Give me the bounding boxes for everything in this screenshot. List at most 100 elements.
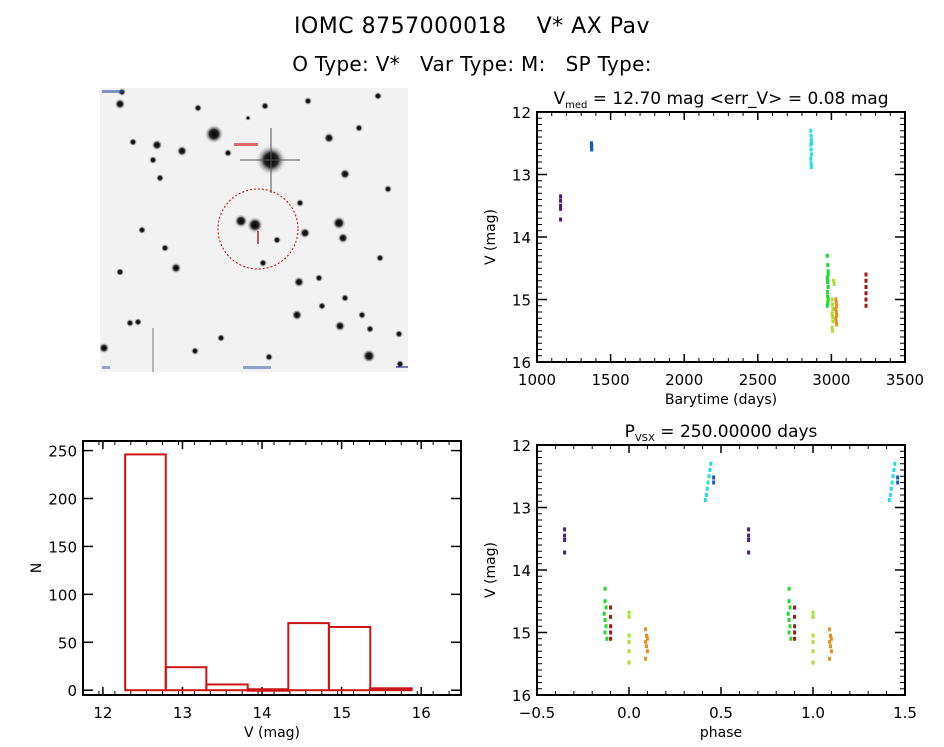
survey-label [102, 90, 124, 93]
compass-icon [396, 366, 408, 368]
data-point [829, 649, 833, 654]
data-point [627, 660, 631, 665]
data-point [864, 303, 868, 308]
y-tick-label: 150 [48, 538, 77, 556]
x-tick-label: 1500 [592, 371, 630, 389]
plot-frame [82, 440, 462, 696]
data-point [825, 275, 829, 280]
data-point [888, 493, 892, 497]
data-point [788, 624, 792, 629]
data-point [603, 630, 607, 635]
star [354, 123, 364, 133]
data-point [826, 269, 830, 274]
star [151, 139, 163, 151]
object-type: O Type: V* [292, 52, 401, 76]
data-point [712, 480, 716, 485]
data-point [826, 263, 830, 268]
title-rest: = 12.70 mag <err_V> = 0.08 mag [587, 89, 888, 109]
catalog-identifier: IOMC 8757000018 [293, 14, 507, 39]
x-tick-label: 1000 [518, 371, 556, 389]
series-purple [563, 527, 751, 555]
star [155, 173, 165, 183]
star [216, 333, 226, 343]
data-point [835, 313, 839, 318]
star [340, 293, 350, 303]
data-point [834, 300, 838, 305]
star [365, 324, 375, 334]
star [337, 232, 349, 244]
data-point [830, 325, 834, 330]
spectral-type: SP Type: [565, 52, 652, 76]
star [272, 235, 282, 245]
series-yellow-green [627, 610, 815, 665]
y-axis-label: V (mag) [483, 542, 499, 598]
data-point [559, 194, 563, 199]
series-yellow-green [830, 278, 836, 333]
title-rest: = 250.00000 days [655, 422, 818, 442]
data-point [892, 468, 896, 472]
data-point [609, 605, 613, 610]
data-point [896, 480, 900, 485]
star [190, 346, 200, 356]
star [176, 145, 188, 157]
data-point [864, 278, 868, 283]
data-point [627, 633, 631, 638]
x-tick-label: −0.5 [519, 704, 555, 722]
y-tick-label: 50 [58, 634, 77, 652]
star [375, 253, 385, 263]
data-point [835, 322, 839, 327]
data-point [826, 285, 830, 289]
figure-subtitle: O Type: V* Var Type: M: SP Type: [0, 52, 944, 76]
data-point [811, 660, 815, 665]
data-point [609, 636, 613, 641]
data-point [559, 198, 563, 203]
data-point [603, 586, 607, 591]
y-tick-label: 100 [48, 586, 77, 604]
y-tick-label: 12 [512, 437, 531, 455]
data-point [788, 605, 792, 610]
y-tick-label: 250 [48, 443, 77, 461]
data-point [890, 480, 894, 485]
data-point [604, 605, 608, 610]
data-point [831, 328, 835, 333]
data-point [828, 633, 832, 638]
title-main: P [625, 422, 635, 442]
data-point [563, 527, 567, 532]
data-point [834, 310, 838, 314]
histogram-bar [369, 687, 413, 692]
x-tick-label: 1.0 [801, 704, 825, 722]
data-point [825, 253, 829, 258]
data-point [747, 527, 751, 532]
star [383, 184, 393, 194]
star [245, 115, 251, 121]
data-point [559, 217, 563, 222]
star [234, 214, 248, 228]
y-tick-label: 13 [512, 167, 531, 185]
light-curve-chart: 1000 1500 2000 2500 3000 3500 12 13 14 15 16 Baryti… [483, 89, 924, 408]
y-tick-label: 13 [512, 500, 531, 518]
data-point [787, 630, 791, 635]
data-point [609, 624, 613, 629]
histogram-bar [246, 688, 290, 692]
data-point [834, 316, 838, 321]
data-point [602, 611, 606, 616]
data-point [864, 291, 868, 296]
x-tick-label: 1.5 [893, 704, 917, 722]
data-point [831, 306, 835, 311]
data-point [787, 599, 791, 604]
data-point [644, 627, 648, 632]
title-subscript: VSX [635, 433, 655, 444]
star [170, 262, 182, 274]
data-point [834, 297, 838, 302]
data-point [809, 147, 813, 152]
data-point [609, 630, 613, 635]
data-point [810, 141, 814, 146]
data-point [645, 636, 649, 641]
series-green [602, 586, 793, 641]
series-blue [589, 141, 594, 152]
star [264, 352, 274, 362]
data-point [830, 297, 834, 302]
data-point [831, 302, 835, 307]
star [114, 98, 126, 110]
phase-plot-chart: −0.5 0.0 0.5 1.0 1.5 12 13 14 15 16 phase V (mag) PV… [483, 422, 917, 741]
